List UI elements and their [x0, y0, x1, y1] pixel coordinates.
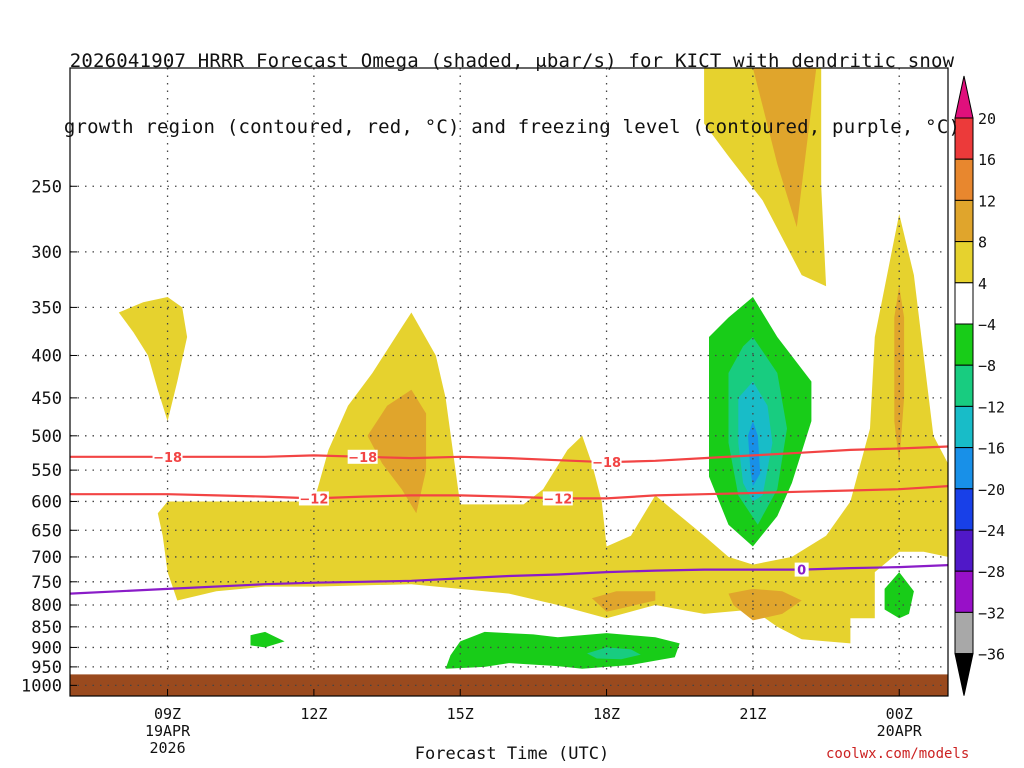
chart-title-line1: 2026041907 HRRR Forecast Omega (shaded, … [69, 50, 955, 72]
omega-region-6 [591, 591, 656, 612]
omega-region-11 [748, 421, 761, 487]
colorbar-label: −12 [978, 398, 1005, 416]
contour-label-bg [347, 449, 378, 464]
contour-label-dgz-minus12: −12 [543, 492, 572, 507]
x-tick-label: 12Z [300, 705, 327, 723]
chart-title-line2: growth region (contoured, red, °C) and f… [63, 116, 961, 138]
y-tick-label: 600 [31, 492, 62, 512]
omega-region-12 [250, 631, 285, 648]
colorbar-swatch [954, 570, 974, 613]
y-tick-label: 500 [31, 427, 62, 447]
omega-region-14 [587, 647, 641, 660]
x-axis-label: Forecast Time (UTC) [414, 744, 610, 764]
omega-region-5 [894, 286, 905, 464]
chart-title: 2026041907 HRRR Forecast Omega (shaded, … [0, 6, 1024, 160]
colorbar-swatch [954, 199, 974, 243]
y-tick-label: 700 [31, 548, 62, 568]
x-tick-label: 15Z [447, 705, 474, 723]
colorbar-label: 20 [978, 110, 996, 128]
colorbar-bottom-arrow [954, 653, 974, 696]
y-tick-label: 550 [31, 461, 62, 481]
x-tick-date-label: 20APR [877, 722, 923, 740]
x-tick-label: 00Z [886, 705, 913, 723]
colorbar-label: −24 [978, 522, 1005, 540]
y-tick-label: 450 [31, 389, 62, 409]
y-tick-label: 900 [31, 638, 62, 658]
colorbar: 20 16 12 8 4 −4 −8 −12 −16 −20 −24 −28 −32 −36 [954, 75, 1005, 696]
x-tick-label: 09Z [154, 705, 181, 723]
contour-dgz-minus12 [70, 485, 948, 500]
contour-label-dgz-minus18: −18 [592, 456, 621, 471]
contour-label-dgz-minus18: −18 [153, 451, 182, 466]
x-tick-label: 18Z [593, 705, 620, 723]
x-tick-label: 21Z [739, 705, 766, 723]
contour-label-bg [152, 449, 183, 464]
omega-region-15 [884, 572, 914, 619]
colorbar-swatch [954, 405, 974, 449]
colorbar-label: −20 [978, 481, 1005, 499]
y-tick-label: 650 [31, 521, 62, 541]
colorbar-swatch [954, 282, 974, 325]
colorbar-label: −16 [978, 440, 1005, 458]
y-tick-label: 1000 [21, 676, 62, 696]
x-tick-date-label: 19APR [145, 722, 191, 740]
grid-layer [70, 68, 948, 696]
contour-label-freezing-level: 0 [797, 564, 806, 579]
contour-label-bg [542, 491, 573, 506]
contour-freezing-level [70, 564, 948, 595]
colorbar-swatch [954, 447, 974, 490]
contour-label-bg [794, 562, 809, 577]
omega-region-7 [728, 588, 802, 621]
colorbar-swatch [954, 488, 974, 531]
y-tick-label: 800 [31, 596, 62, 616]
contour-label-dgz-minus18: −18 [348, 451, 377, 466]
colorbar-label: 12 [978, 192, 996, 210]
colorbar-swatch [954, 611, 974, 655]
plot-frame [69, 67, 949, 697]
y-tick-label: 350 [31, 298, 62, 318]
y-tick-label: 300 [31, 243, 62, 263]
omega-region-1 [157, 214, 948, 644]
omega-region-0 [118, 297, 188, 422]
y-tick-label: 850 [31, 618, 62, 638]
contour-layer: −18 −18 −18 −12 −12 0 [70, 445, 948, 595]
colorbar-swatch [954, 241, 974, 284]
colorbar-label: −36 [978, 646, 1005, 664]
colorbar-label: 4 [978, 275, 987, 293]
y-tick-label: 400 [31, 346, 62, 366]
colorbar-label: −4 [978, 316, 996, 334]
x-tick-year-label: 2026 [149, 739, 185, 757]
colorbar-label: 8 [978, 234, 987, 252]
omega-region-3 [367, 389, 427, 514]
colorbar-swatch [954, 323, 974, 366]
colorbar-label: −32 [978, 604, 1005, 622]
omega-region-13 [445, 631, 680, 669]
contour-label-bg [298, 491, 329, 506]
y-tick-label: 250 [31, 177, 62, 197]
contour-label-bg [591, 455, 622, 470]
colorbar-swatch [954, 158, 974, 201]
colorbar-swatch [954, 529, 974, 572]
colorbar-label: 16 [978, 151, 996, 169]
colorbar-label: −28 [978, 563, 1005, 581]
credit-text: coolwx.com/models [826, 746, 970, 762]
colorbar-swatch [954, 364, 974, 407]
y-tick-label: 750 [31, 573, 62, 593]
y-tick-label: 950 [31, 658, 62, 678]
colorbar-label: −8 [978, 357, 996, 375]
omega-region-4 [752, 68, 817, 228]
contour-label-dgz-minus12: −12 [299, 492, 328, 507]
ground-surface [70, 674, 948, 696]
contour-dgz-minus18 [70, 445, 948, 464]
omega-shading-layer [118, 68, 948, 669]
